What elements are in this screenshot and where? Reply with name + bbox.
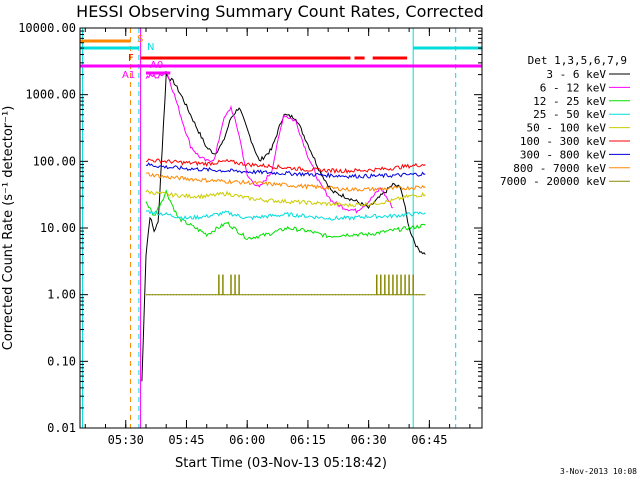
- y-axis-label: Corrected Count Rate (s⁻¹ detector⁻¹): [1, 106, 16, 351]
- state-annotation: A1: [122, 70, 135, 81]
- x-axis: 05:30 05:45 06:00 06:15 06:30 06:45: [84, 28, 471, 447]
- x-tick-label: 05:45: [168, 433, 204, 447]
- annotations: SN F A1 A0: [122, 34, 163, 81]
- y-tick-label: 1.00: [47, 288, 76, 302]
- legend-label: 100 - 300 keV: [520, 135, 606, 148]
- x-axis-label: Start Time (03-Nov-13 05:18:42): [175, 456, 387, 471]
- timestamp: 3-Nov-2013 10:08: [560, 467, 637, 476]
- legend-label: 6 - 12 keV: [540, 81, 607, 94]
- y-tick-label: 1000.00: [25, 88, 76, 102]
- x-tick-label: 06:45: [411, 433, 447, 447]
- legend-label: 800 - 7000 keV: [513, 162, 606, 175]
- state-annotation: N: [147, 42, 154, 53]
- x-tick-label: 05:30: [108, 433, 144, 447]
- series-line-4: [145, 189, 426, 208]
- legend-label: 7000 - 20000 keV: [500, 175, 606, 188]
- state-annotation: F: [128, 53, 134, 64]
- x-tick-label: 06:00: [229, 433, 265, 447]
- y-tick-label: 0.01: [47, 421, 76, 435]
- y-tick-label: 0.10: [47, 354, 76, 368]
- legend-label: 3 - 6 keV: [546, 68, 606, 81]
- legend-label: 50 - 100 keV: [527, 122, 607, 135]
- y-tick-label: 100.00: [33, 154, 76, 168]
- y-tick-label: 10.00: [40, 221, 76, 235]
- series-line-0: [141, 73, 426, 382]
- series-line-3: [146, 209, 426, 221]
- legend-label: 25 - 50 keV: [533, 108, 606, 121]
- series-line-5: [145, 158, 426, 174]
- y-tick-label: 10000.00: [18, 21, 76, 35]
- x-tick-label: 06:15: [290, 433, 326, 447]
- chart-title: HESSI Observing Summary Count Rates, Cor…: [76, 2, 484, 21]
- series-line-7: [145, 172, 426, 193]
- legend-title: Det 1,3,5,6,7,9: [528, 54, 627, 67]
- state-annotation: A0: [150, 60, 163, 71]
- state-annotation: S: [137, 34, 143, 45]
- series-line-2: [145, 189, 426, 240]
- plot-area: [80, 28, 482, 428]
- series-line-6: [145, 162, 426, 179]
- legend-label: 12 - 25 keV: [533, 95, 606, 108]
- legend-label: 300 - 800 keV: [520, 148, 606, 161]
- x-tick-label: 06:30: [351, 433, 387, 447]
- y-axis: 0.01 0.10 1.00 10.00 100.00 1000.00 10000.00: [18, 21, 482, 435]
- series-line-1: [145, 70, 394, 214]
